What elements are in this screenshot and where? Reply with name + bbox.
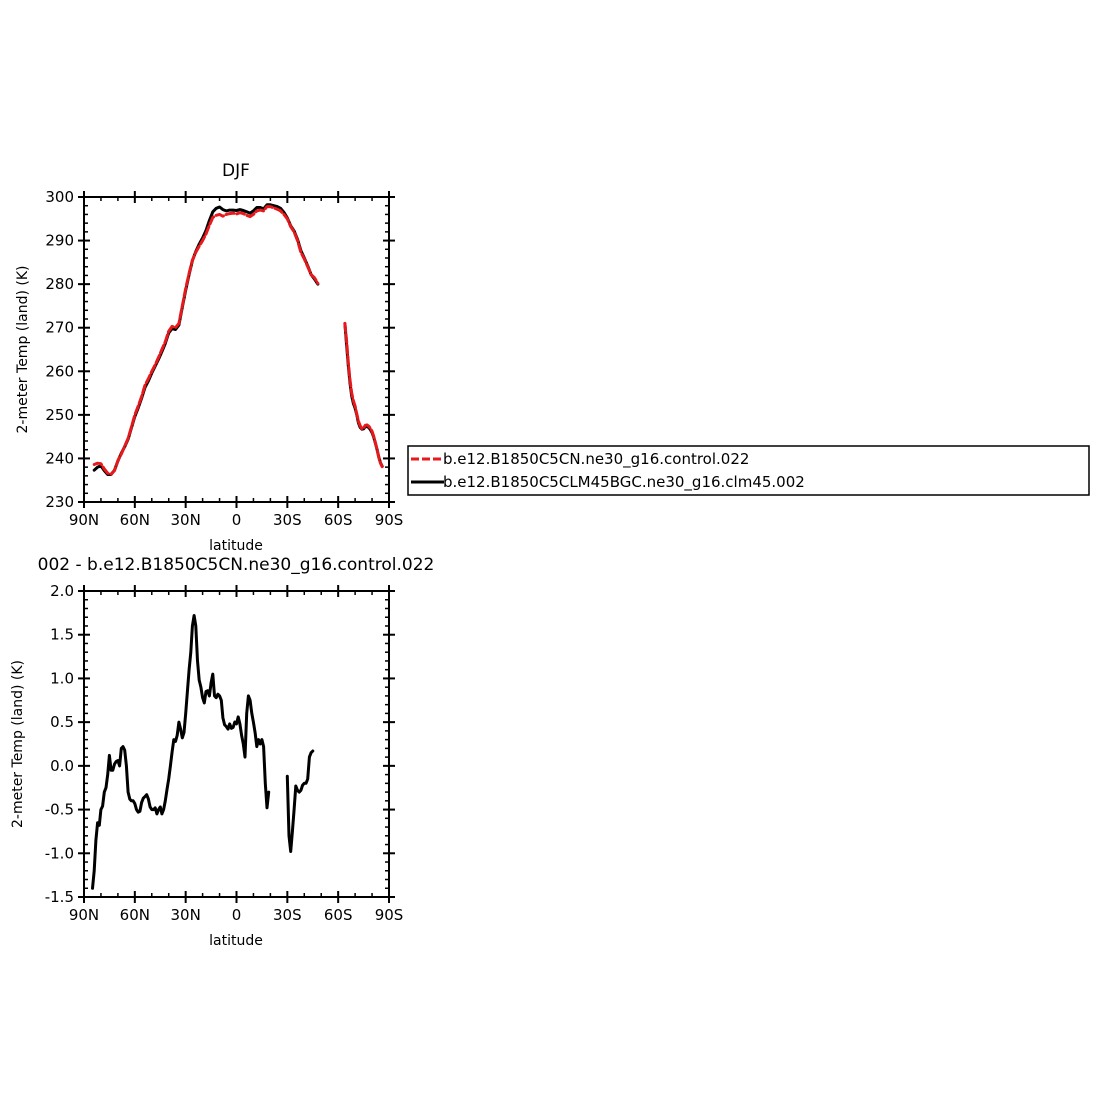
x-tick-label: 90S bbox=[375, 906, 404, 924]
legend: b.e12.B1850C5CN.ne30_g16.control.022 b.e… bbox=[407, 445, 1090, 496]
bottom-series-group bbox=[91, 614, 315, 890]
x-tick-label: 30S bbox=[273, 511, 302, 529]
legend-frame bbox=[407, 445, 1090, 496]
y-tick-label: -1.5 bbox=[45, 888, 74, 906]
top-panel: DJF 230 240 250 260 270 280 290 300 90N 60N 30N 0 3… bbox=[15, 161, 403, 554]
bottom-series-line-0 bbox=[91, 614, 315, 890]
y-tick-label: 290 bbox=[45, 232, 74, 250]
y-tick-label: 1.5 bbox=[50, 626, 74, 644]
x-tick-label: 60S bbox=[324, 511, 353, 529]
top-y-axis-label: 2-meter Temp (land) (K) bbox=[15, 266, 31, 434]
y-tick-label: 300 bbox=[45, 188, 74, 206]
bottom-panel: 002 - b.e12.B1850C5CN.ne30_g16.control.0… bbox=[10, 555, 434, 949]
y-tick-label: 260 bbox=[45, 362, 74, 380]
x-tick-label: 60N bbox=[120, 906, 150, 924]
x-tick-label: 0 bbox=[232, 511, 242, 529]
bottom-ticks bbox=[78, 585, 395, 903]
y-tick-label: -0.5 bbox=[45, 801, 74, 819]
bottom-x-tick-labels: 90N 60N 30N 0 30S 60S 90S bbox=[69, 906, 403, 924]
bottom-y-tick-labels: -1.5 -1.0 -0.5 0.0 0.5 1.0 1.5 2.0 bbox=[45, 582, 74, 906]
top-y-tick-labels: 230 240 250 260 270 280 290 300 bbox=[45, 188, 74, 511]
bottom-x-axis-label: latitude bbox=[209, 933, 263, 949]
y-tick-label: 2.0 bbox=[50, 582, 74, 600]
top-plot-frame bbox=[83, 196, 390, 503]
top-series-line-1 bbox=[92, 203, 384, 476]
x-tick-label: 30S bbox=[273, 906, 302, 924]
legend-label-control: b.e12.B1850C5CN.ne30_g16.control.022 bbox=[443, 450, 749, 469]
y-tick-label: -1.0 bbox=[45, 844, 74, 862]
x-tick-label: 90S bbox=[375, 511, 404, 529]
top-x-axis-label: latitude bbox=[209, 538, 263, 554]
y-tick-label: 280 bbox=[45, 275, 74, 293]
y-tick-label: 0.5 bbox=[50, 713, 74, 731]
legend-label-clm45: b.e12.B1850C5CLM45BGC.ne30_g16.clm45.002 bbox=[443, 473, 805, 492]
x-tick-label: 30N bbox=[171, 906, 201, 924]
x-tick-label: 90N bbox=[69, 511, 99, 529]
y-tick-label: 0.0 bbox=[50, 757, 74, 775]
x-tick-label: 0 bbox=[232, 906, 242, 924]
bottom-plot-frame bbox=[83, 590, 390, 898]
top-x-tick-labels: 90N 60N 30N 0 30S 60S 90S bbox=[69, 511, 403, 529]
x-tick-label: 90N bbox=[69, 906, 99, 924]
top-series-group bbox=[92, 203, 384, 476]
top-chart-title: DJF bbox=[222, 161, 250, 181]
x-tick-label: 30N bbox=[171, 511, 201, 529]
y-tick-label: 270 bbox=[45, 319, 74, 337]
bottom-y-axis-label: 2-meter Temp (land) (K) bbox=[10, 660, 26, 828]
top-series-line-0 bbox=[92, 205, 384, 476]
y-tick-label: 1.0 bbox=[50, 669, 74, 687]
bottom-chart-title: 002 - b.e12.B1850C5CN.ne30_g16.control.0… bbox=[38, 555, 435, 575]
y-tick-label: 250 bbox=[45, 406, 74, 424]
x-tick-label: 60S bbox=[324, 906, 353, 924]
y-tick-label: 230 bbox=[45, 493, 74, 511]
y-tick-label: 240 bbox=[45, 449, 74, 467]
x-tick-label: 60N bbox=[120, 511, 150, 529]
